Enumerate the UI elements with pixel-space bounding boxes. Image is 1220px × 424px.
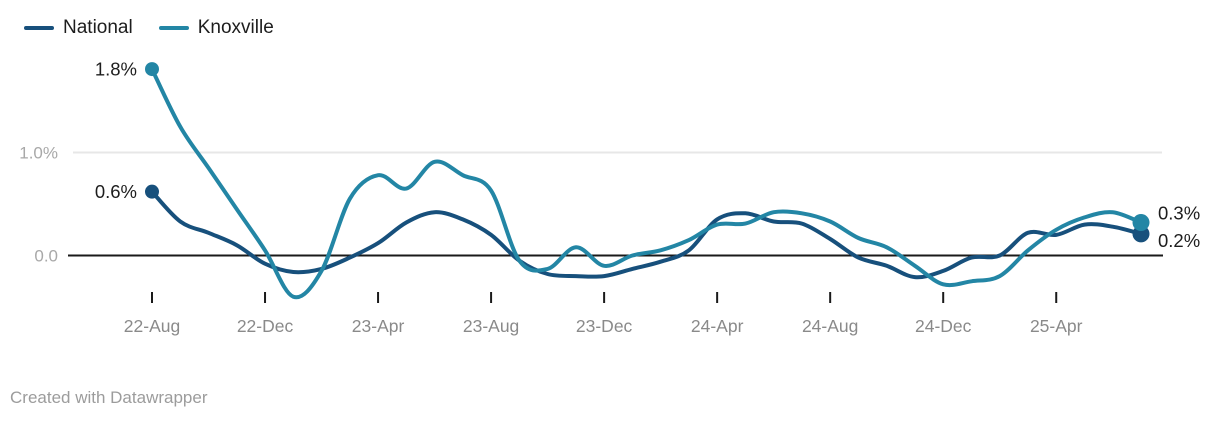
x-axis-label-23-Apr: 23-Apr [352,316,405,336]
x-axis-label-22-Aug: 22-Aug [124,316,180,336]
knoxville-start-dot [145,62,159,77]
national-start-dot [145,184,159,199]
national-end-value-label: 0.2% [1158,230,1200,251]
attribution-text: Created with Datawrapper [10,388,208,407]
national-start-value-label: 0.6% [95,181,137,202]
x-axis-label-24-Aug: 24-Aug [802,316,858,336]
knoxville-start-value-label: 1.8% [95,59,137,80]
x-axis-label-23-Dec: 23-Dec [576,316,633,336]
x-axis-label-23-Aug: 23-Aug [463,316,519,336]
legend-item-knoxville: Knoxville [158,17,274,38]
knoxville-end-value-label: 0.3% [1158,203,1200,224]
x-axis-label-24-Apr: 24-Apr [691,316,744,336]
knoxville-end-dot [1132,214,1150,232]
x-axis-label-22-Dec: 22-Dec [237,316,294,336]
y-axis-label-0.0: 0.0 [34,247,58,266]
legend-label-knoxville: Knoxville [197,17,274,38]
x-axis-label-24-Dec: 24-Dec [915,316,972,336]
legend-label-national: National [63,17,133,38]
y-axis-label-1.0%: 1.0% [19,144,58,163]
national-series-line [150,189,1143,280]
knoxville-line-swatch [158,25,189,30]
legend-item-national: National [24,18,133,37]
knoxville-series-line [150,67,1143,300]
legend: National Knoxville [24,18,274,37]
national-line-swatch [24,25,54,30]
x-axis-label-25-Apr: 25-Apr [1030,316,1083,336]
